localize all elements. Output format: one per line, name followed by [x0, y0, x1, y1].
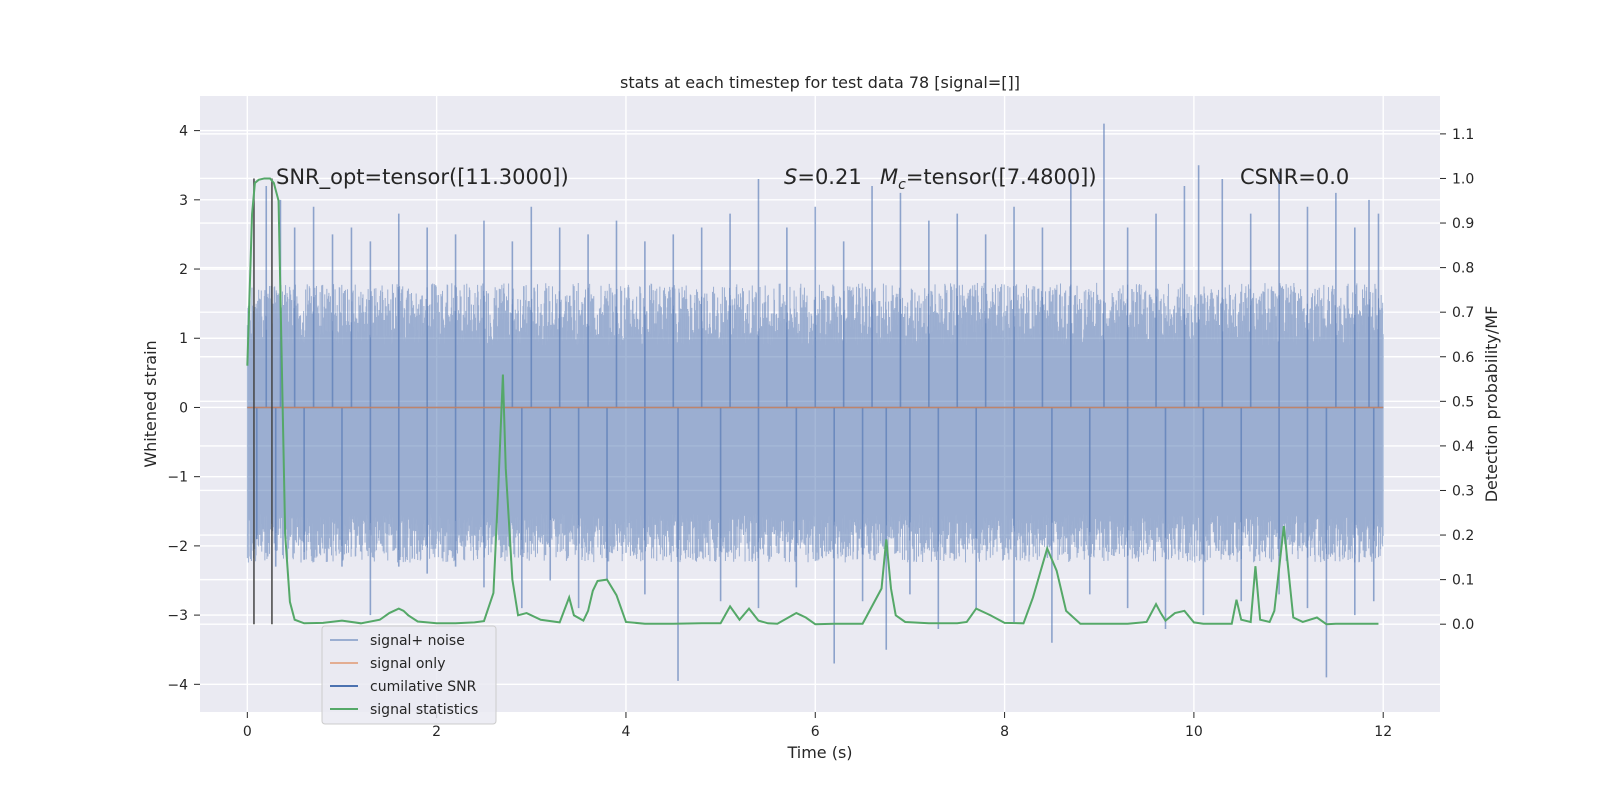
x-tick-label: 12: [1374, 724, 1392, 740]
y-tick-label: −1: [167, 470, 188, 486]
x-tick-label: 10: [1185, 724, 1203, 740]
y-right-tick-label: 0.0: [1452, 617, 1474, 633]
legend-label-signal-statistics: signal statistics: [370, 702, 478, 718]
signal-statistics-series: [246, 177, 1379, 626]
legend-label-signal-only: signal only: [370, 656, 445, 672]
annotation-s: S=0.21: [784, 165, 862, 189]
y-axis-right-label: Detection probability/MF: [1482, 306, 1501, 503]
y-right-tick-label: 1.1: [1452, 127, 1474, 143]
x-tick-label: 6: [811, 724, 820, 740]
x-tick-label: 0: [243, 724, 252, 740]
legend-label-cumulative-snr: cumilative SNR: [370, 679, 477, 695]
y-right-tick-label: 0.1: [1452, 573, 1474, 589]
annotation-s-value: =0.21: [797, 165, 861, 189]
annotation-mc-value: =tensor([7.4800]): [906, 165, 1097, 189]
signal-statistics-line: [246, 177, 1379, 626]
annotation-mc: Mc=tensor([7.4800]): [880, 165, 1097, 193]
y-tick-label: −3: [167, 608, 188, 624]
x-tick-label: 2: [432, 724, 441, 740]
y-right-tick-label: 0.8: [1452, 261, 1474, 277]
y-tick-label: 0: [179, 400, 188, 416]
legend-label-signal-noise: signal+ noise: [370, 633, 465, 649]
annotation-snr-opt: SNR_opt=tensor([11.3000]): [276, 165, 569, 190]
signal-noise-band: [246, 282, 1384, 563]
legend-box: [321, 625, 497, 725]
y-tick-label: 2: [179, 262, 188, 278]
y-tick-label: −2: [167, 539, 188, 555]
y-right-tick-label: 0.9: [1452, 216, 1474, 232]
y-right-tick-label: 0.5: [1452, 394, 1474, 410]
y-axis-label: Whitened strain: [141, 340, 160, 467]
y-tick-label: −4: [167, 677, 188, 693]
x-axis-label: Time (s): [786, 743, 852, 762]
legend: signal+ noise signal only cumilative SNR…: [321, 625, 497, 725]
annotation-csnr: CSNR=0.0: [1240, 165, 1349, 189]
vertical-markers: [253, 178, 273, 625]
y-right-tick-label: 0.6: [1452, 350, 1474, 366]
y-tick-label: 1: [179, 331, 188, 347]
y-right-tick-label: 1.0: [1452, 171, 1474, 187]
y-right-tick-label: 0.7: [1452, 305, 1474, 321]
y-tick-label: 4: [179, 124, 188, 140]
y-right-tick-label: 0.4: [1452, 439, 1474, 455]
chart-title: stats at each timestep for test data 78 …: [620, 73, 1020, 92]
signal-noise-series: [246, 123, 1384, 681]
y-tick-label: 3: [179, 193, 188, 209]
y-right-tick-label: 0.3: [1452, 483, 1474, 499]
x-tick-label: 4: [621, 724, 630, 740]
x-tick-label: 8: [1000, 724, 1009, 740]
y-right-tick-label: 0.2: [1452, 528, 1474, 544]
axis-ticks: 0 2 4 6 8 10 12−4−3−2−1012340.00.10.20.30.40.5…: [167, 124, 1474, 740]
